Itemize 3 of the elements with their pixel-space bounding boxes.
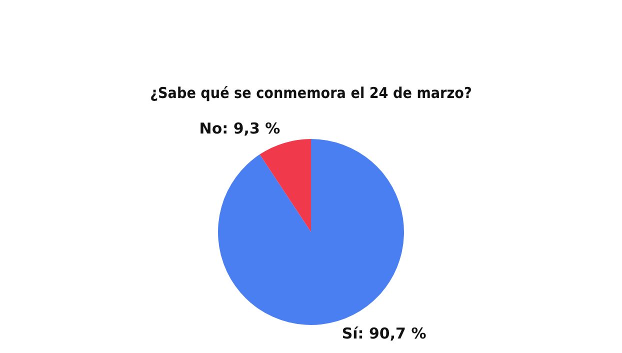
chart-title: ¿Sabe qué se conmemora el 24 de marzo?: [150, 85, 472, 102]
slice-label: Sí: 90,7 %: [342, 324, 426, 342]
slice-label: No: 9,3 %: [199, 119, 280, 138]
